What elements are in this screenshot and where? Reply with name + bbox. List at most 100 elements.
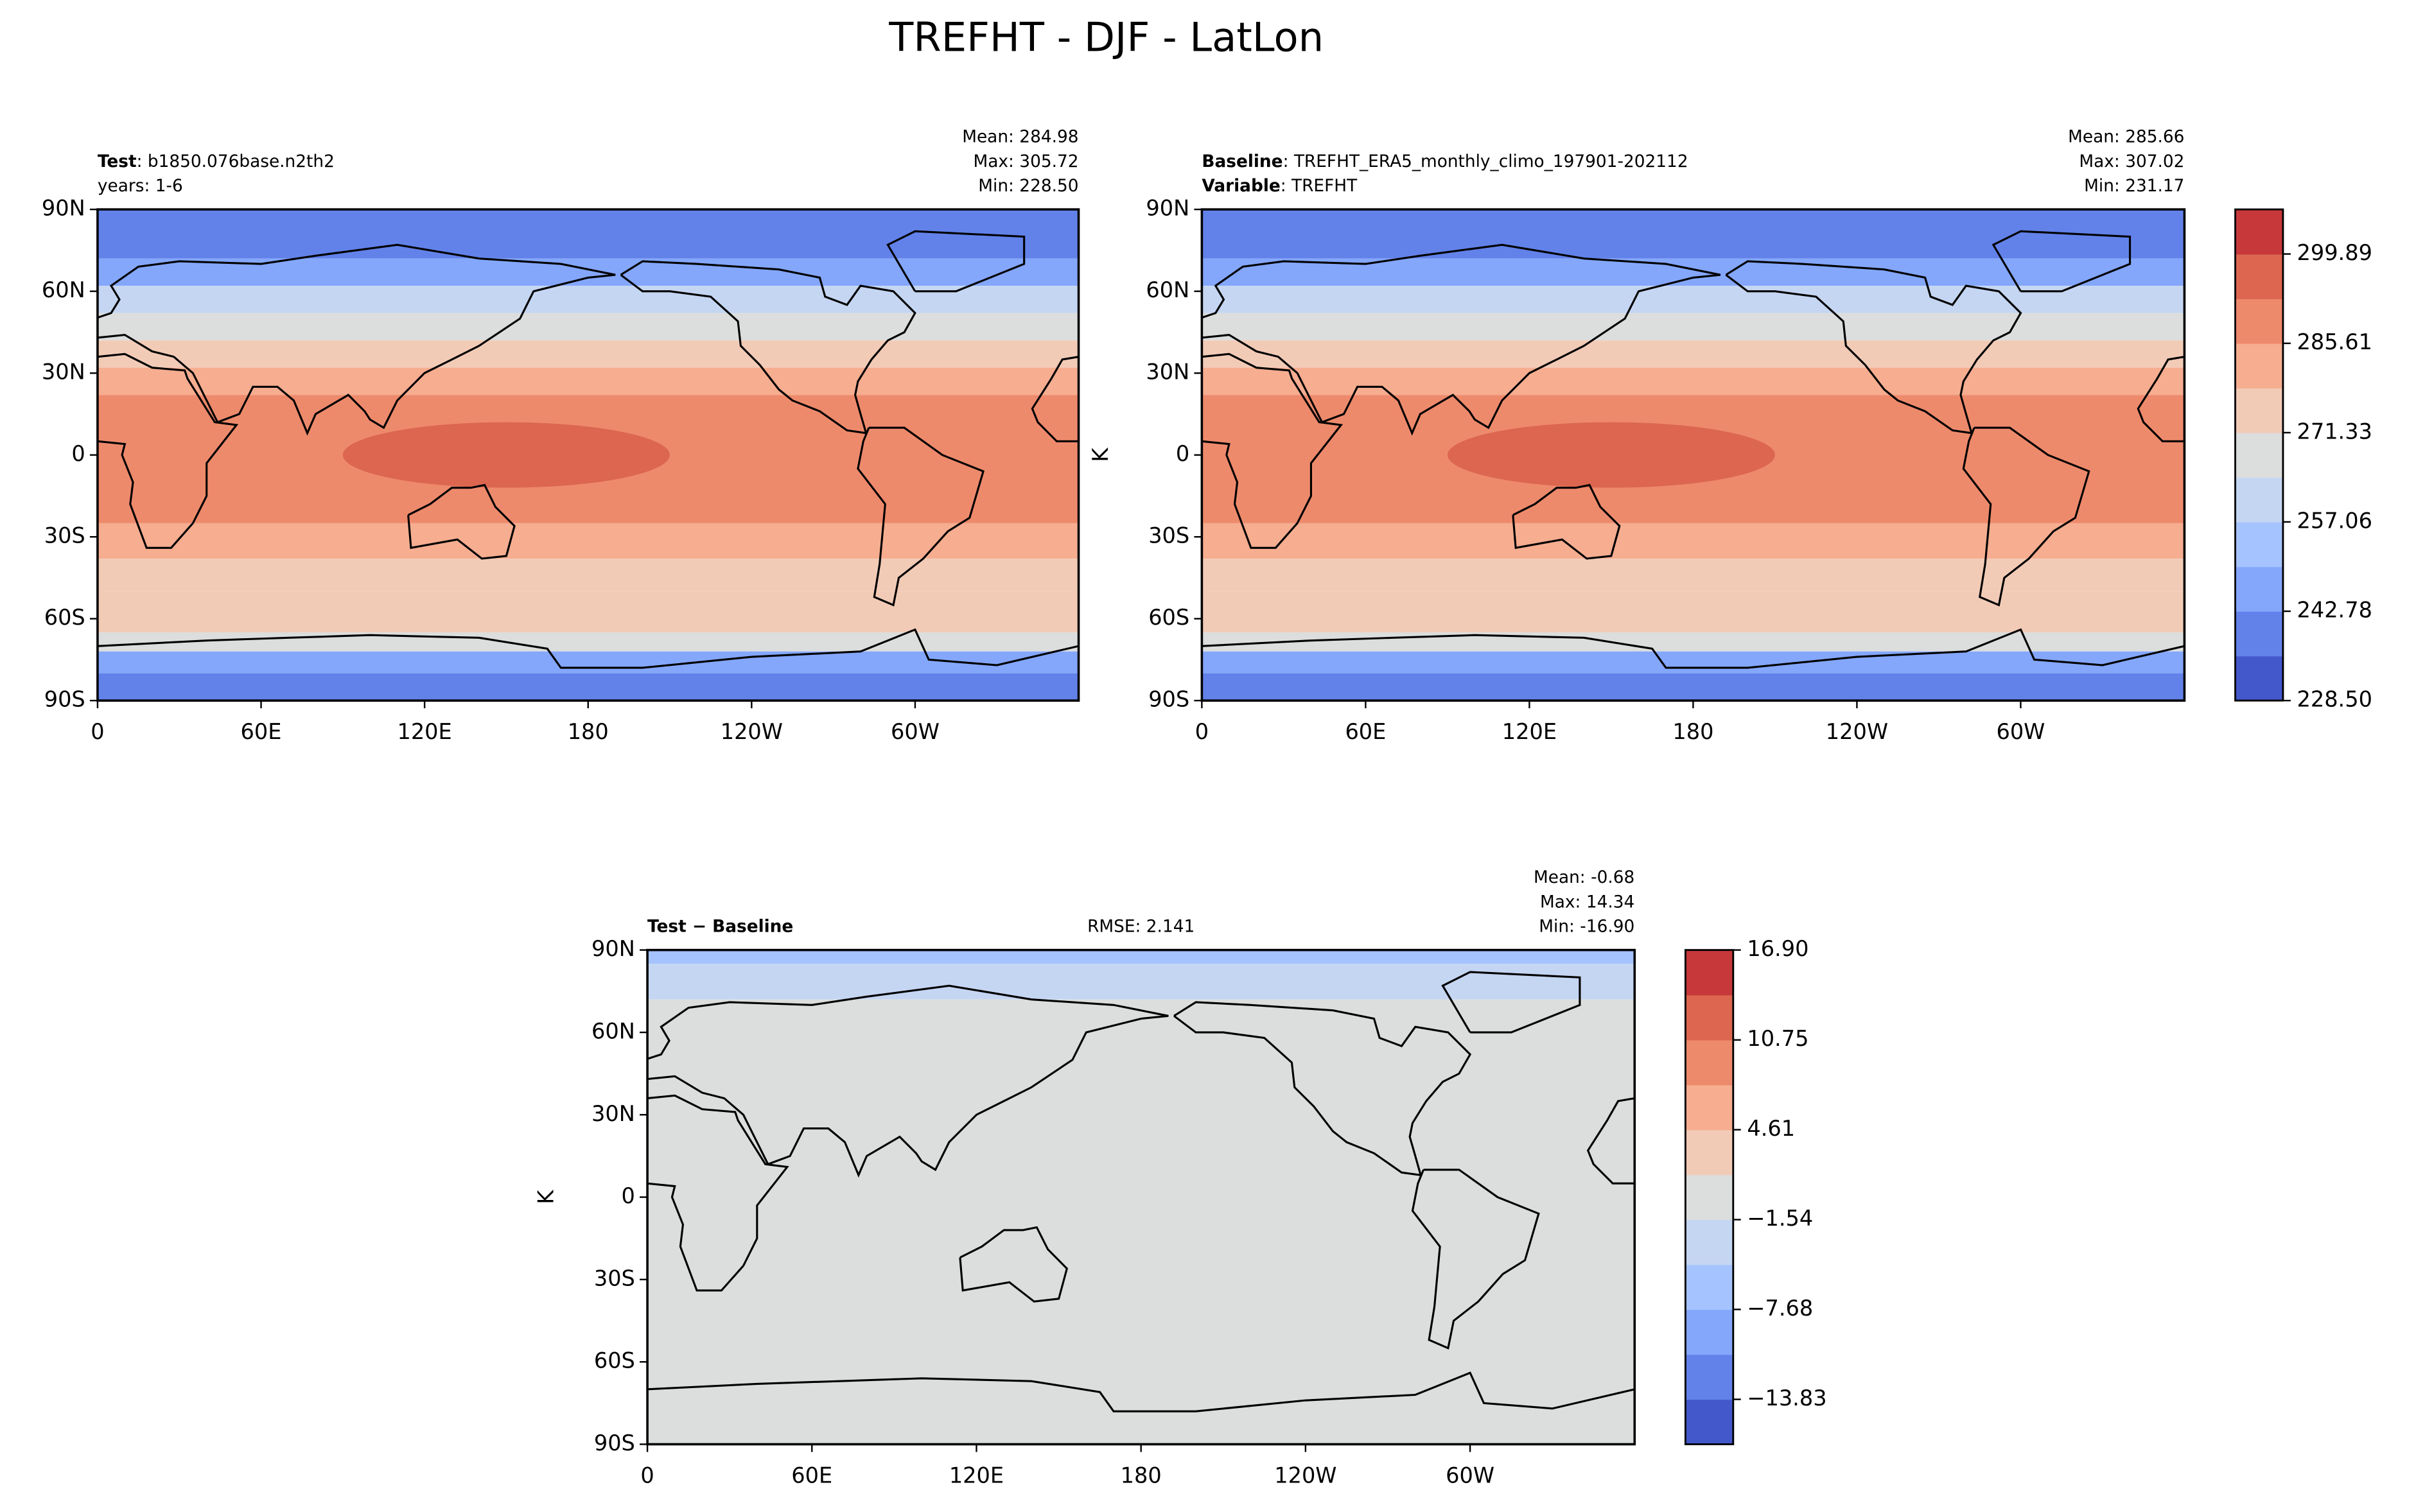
x-tick-label: 120W bbox=[721, 719, 783, 744]
stat-name: Mean: bbox=[962, 127, 1014, 146]
stat-name: Min: bbox=[1539, 917, 1575, 936]
y-tick-label: 60S bbox=[594, 1348, 635, 1373]
x-tick-label: 180 bbox=[1121, 1463, 1162, 1488]
colorbar-segment bbox=[2235, 343, 2283, 389]
colorbar-frame bbox=[2234, 208, 2284, 702]
colorbar-tick-label: 299.89 bbox=[2297, 240, 2372, 265]
figure-title: TREFHT - DJF - LatLon bbox=[888, 13, 1324, 60]
colorbar-tick-label: 4.61 bbox=[1747, 1116, 1795, 1141]
y-tick-label: 30S bbox=[1148, 523, 1189, 548]
y-tick-label: 30N bbox=[591, 1101, 635, 1126]
x-tick-label: 180 bbox=[568, 719, 609, 744]
map-field bbox=[97, 209, 1079, 701]
y-tick-label: 0 bbox=[1176, 441, 1189, 466]
colorbar-tick-label: 285.61 bbox=[2297, 329, 2372, 354]
stat-value: 14.34 bbox=[1586, 892, 1634, 912]
coastline bbox=[1202, 352, 1344, 549]
label-text: years: 1-6 bbox=[98, 177, 183, 196]
panel-label: years: 1-6 bbox=[98, 177, 183, 196]
contour-band bbox=[1202, 632, 2185, 652]
x-tick-label: 60E bbox=[791, 1463, 832, 1488]
colorbar-segment bbox=[2235, 299, 2283, 344]
y-tick-label: 90N bbox=[1146, 196, 1189, 221]
label-text: : TREFHT_ERA5_monthly_climo_197901-20211… bbox=[1283, 152, 1688, 171]
colorbar-tick-label: 257.06 bbox=[2297, 508, 2372, 533]
stat-name: Mean: bbox=[1534, 867, 1586, 887]
contour-band bbox=[97, 591, 1079, 632]
x-tick-label: 60W bbox=[1446, 1463, 1494, 1488]
stat-value: 228.50 bbox=[1019, 177, 1078, 196]
coastline bbox=[1031, 356, 1079, 442]
colorbar-segment bbox=[2235, 477, 2283, 523]
y-tick-label: 90S bbox=[1148, 687, 1189, 712]
contour-band bbox=[1202, 286, 2185, 313]
colorbar-segment bbox=[1685, 1039, 1733, 1086]
map-field bbox=[647, 950, 1635, 1445]
y-tick-label: 90N bbox=[42, 196, 85, 221]
stat-name: Max: bbox=[1540, 892, 1580, 912]
colorbar-segment bbox=[1685, 1084, 1733, 1131]
x-tick-label: 120E bbox=[397, 719, 451, 744]
coastline bbox=[1962, 426, 2090, 607]
stat-name: Max: bbox=[2079, 152, 2119, 171]
colorbar-segment bbox=[2235, 209, 2283, 255]
colorbar-tick-label: −13.83 bbox=[1747, 1386, 1826, 1411]
colorbar-segment bbox=[2235, 254, 2283, 299]
contour-band bbox=[1202, 367, 2185, 395]
stat: Mean: 284.98 bbox=[962, 127, 1078, 146]
x-tick-label: 180 bbox=[1672, 719, 1713, 744]
coastline bbox=[1441, 971, 1581, 1034]
colorbar-segment bbox=[1685, 950, 1733, 996]
stat-name: Min: bbox=[2084, 177, 2120, 196]
coastline bbox=[1411, 1169, 1540, 1350]
rmse: RMSE: 2.141 bbox=[1087, 917, 1195, 936]
colorbar-tick-label: −1.54 bbox=[1747, 1206, 1813, 1231]
label-text: : TREFHT bbox=[1281, 177, 1358, 196]
y-tick-label: 90N bbox=[591, 936, 635, 961]
stat-name: Min: bbox=[978, 177, 1014, 196]
colorbar-tick-label: 10.75 bbox=[1747, 1026, 1808, 1051]
panel-label: Baseline: TREFHT_ERA5_monthly_climo_1979… bbox=[1202, 152, 1688, 171]
colorbar-segment bbox=[1685, 1129, 1733, 1176]
coastline bbox=[97, 628, 1079, 669]
coastline bbox=[407, 483, 516, 560]
coastline bbox=[2137, 356, 2185, 442]
panel-label: Test − Baseline bbox=[647, 917, 793, 936]
label-text: : b1850.076base.n2th2 bbox=[137, 152, 335, 171]
y-axis-label: K bbox=[1088, 448, 1113, 462]
coastline bbox=[857, 426, 985, 607]
contour-band bbox=[97, 651, 1079, 673]
label-bold: Variable bbox=[1202, 177, 1280, 196]
y-tick-label: 90S bbox=[44, 687, 85, 712]
panel-label: Variable: TREFHT bbox=[1202, 177, 1358, 196]
label-bold: Baseline bbox=[1202, 152, 1282, 171]
stat: Min: -16.90 bbox=[1539, 917, 1634, 936]
stat-value: -16.90 bbox=[1580, 917, 1634, 936]
stat-value: 285.66 bbox=[2125, 127, 2184, 146]
coastline bbox=[1991, 230, 2132, 293]
y-tick-label: 90S bbox=[594, 1430, 635, 1456]
coastline bbox=[647, 1094, 789, 1292]
x-tick-label: 120W bbox=[1826, 719, 1888, 744]
contour-band bbox=[97, 367, 1079, 395]
stat: Max: 307.02 bbox=[2079, 152, 2184, 171]
coastline bbox=[1202, 628, 2185, 669]
colorbar-segment bbox=[2235, 432, 2283, 478]
colorbar-segment bbox=[1685, 1264, 1733, 1310]
contour-band bbox=[97, 632, 1079, 652]
stat-value: 231.17 bbox=[2125, 177, 2184, 196]
colorbar-tick-label: 271.33 bbox=[2297, 419, 2372, 444]
colorbar-segment bbox=[1685, 1309, 1733, 1355]
coastline bbox=[1512, 483, 1621, 560]
x-tick-label: 0 bbox=[91, 719, 104, 744]
contour-band bbox=[647, 999, 1635, 1445]
colorbar-segment bbox=[1685, 1219, 1733, 1265]
stat: Mean: 285.66 bbox=[2068, 127, 2184, 146]
colorbar-segment bbox=[2235, 566, 2283, 612]
stat: Mean: -0.68 bbox=[1534, 867, 1634, 887]
x-tick-label: 60E bbox=[241, 719, 282, 744]
contour-band bbox=[647, 964, 1635, 1000]
contour-band bbox=[97, 286, 1079, 313]
